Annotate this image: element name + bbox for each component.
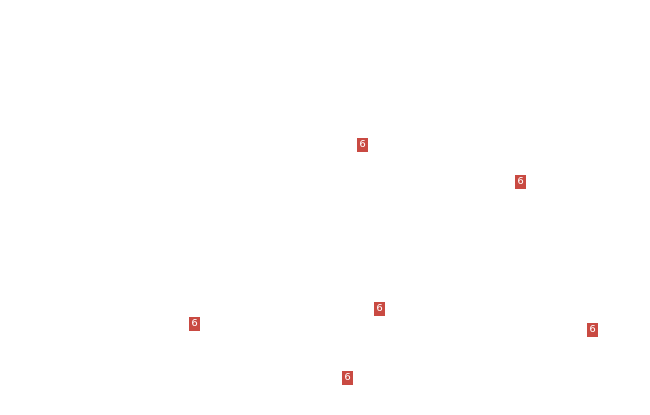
mark-badge[interactable]: 6 bbox=[587, 323, 598, 337]
mark-badge[interactable]: 6 bbox=[374, 302, 385, 316]
mark-badge[interactable]: 6 bbox=[357, 138, 368, 152]
mark-badge[interactable]: 6 bbox=[189, 317, 200, 331]
mark-badge[interactable]: 6 bbox=[515, 175, 526, 189]
mark-badge[interactable]: 6 bbox=[342, 371, 353, 385]
